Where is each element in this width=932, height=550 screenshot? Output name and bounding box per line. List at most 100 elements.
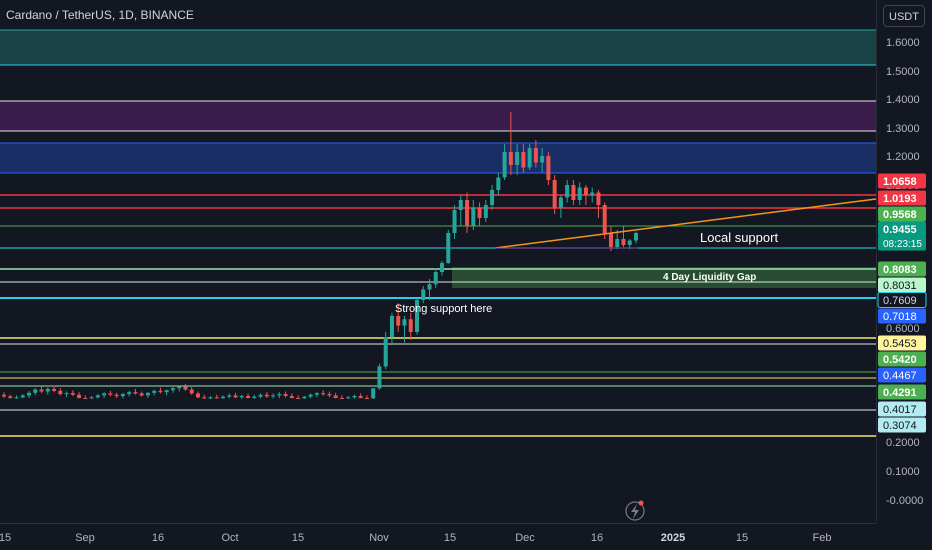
price-tag-bg bbox=[878, 351, 926, 367]
price-tag-label: 0.7018 bbox=[883, 311, 917, 323]
candle-body bbox=[283, 394, 288, 397]
price-tag-bg bbox=[878, 190, 926, 206]
horizontal-levels bbox=[0, 194, 876, 437]
candle bbox=[427, 279, 432, 300]
price-tag: 0.9455 bbox=[878, 221, 926, 237]
candle-body bbox=[471, 207, 476, 226]
candle-body bbox=[546, 156, 551, 180]
candle bbox=[39, 386, 44, 394]
candle bbox=[271, 393, 276, 399]
candle bbox=[89, 396, 94, 399]
candle-body bbox=[414, 300, 419, 332]
candle bbox=[471, 200, 476, 230]
candle-body bbox=[540, 156, 545, 163]
candle-body bbox=[114, 394, 119, 397]
trendline-local-support bbox=[494, 198, 877, 249]
candle-body bbox=[70, 393, 75, 395]
candle bbox=[120, 392, 125, 399]
candle bbox=[440, 261, 445, 276]
candle-body bbox=[264, 394, 269, 397]
quote-currency-button[interactable]: USDT bbox=[883, 5, 925, 27]
candle bbox=[108, 390, 113, 397]
candle-body bbox=[396, 316, 401, 326]
candle bbox=[558, 195, 563, 218]
candle bbox=[208, 396, 213, 399]
price-tag-bg bbox=[878, 261, 926, 277]
candle bbox=[540, 148, 545, 173]
candle-body bbox=[615, 239, 620, 247]
candle bbox=[27, 390, 32, 398]
price-tag-label: 0.8031 bbox=[883, 280, 917, 292]
price-tag-bg bbox=[878, 173, 926, 189]
candle-body bbox=[227, 395, 232, 397]
candle-body bbox=[521, 152, 526, 168]
candle-body bbox=[346, 397, 351, 399]
price-tag: 0.4467 bbox=[878, 367, 926, 383]
candle-body bbox=[164, 390, 169, 393]
candle bbox=[377, 363, 382, 390]
candle bbox=[2, 392, 6, 399]
candle bbox=[546, 152, 551, 185]
price-tag-bg bbox=[877, 292, 927, 308]
candle-body bbox=[421, 289, 426, 300]
candle bbox=[615, 230, 620, 249]
price-zones bbox=[0, 29, 876, 288]
price-tags: 1.0658 1.0193 0.9568 0.9455 08:23:15 0.8083 0.… bbox=[877, 173, 927, 433]
candle bbox=[590, 187, 595, 203]
candle-body bbox=[440, 263, 445, 272]
time-tick-label: Dec bbox=[515, 532, 535, 544]
candle bbox=[414, 298, 419, 335]
candle-body bbox=[58, 390, 63, 395]
candle bbox=[158, 387, 163, 394]
price-tick-label: 1.3000 bbox=[886, 123, 920, 135]
candle bbox=[477, 202, 482, 226]
candle bbox=[252, 394, 257, 399]
candle-body bbox=[208, 397, 213, 399]
annotation-strong-support: Strong support here bbox=[395, 303, 492, 315]
candle-body bbox=[83, 398, 88, 399]
candle bbox=[515, 144, 520, 175]
candle bbox=[596, 190, 601, 218]
candle bbox=[227, 393, 232, 399]
candle bbox=[289, 393, 294, 399]
price-tick-label: 1.4000 bbox=[886, 94, 920, 106]
candle bbox=[127, 390, 132, 397]
candle bbox=[327, 391, 332, 398]
candle-body bbox=[120, 394, 125, 397]
candle-body bbox=[14, 397, 19, 399]
price-tag-label: 0.7609 bbox=[883, 295, 917, 307]
candle-body bbox=[477, 207, 482, 218]
candle bbox=[264, 392, 269, 398]
candle bbox=[527, 144, 532, 170]
candle-body bbox=[233, 395, 238, 398]
time-tick-label: 15 bbox=[444, 532, 456, 544]
candle-body bbox=[571, 185, 576, 200]
candles bbox=[2, 112, 638, 399]
candle-body bbox=[177, 386, 182, 389]
price-tag: 0.3074 bbox=[878, 417, 926, 433]
price-tag-label: 0.4017 bbox=[883, 404, 917, 416]
candle-body bbox=[565, 185, 570, 198]
candle-body bbox=[339, 398, 344, 399]
lightning-icon bbox=[631, 504, 639, 519]
candle bbox=[139, 391, 144, 397]
candle bbox=[483, 200, 488, 222]
candle-body bbox=[252, 396, 257, 398]
price-tick-label: -0.0000 bbox=[886, 495, 923, 507]
time-tick-label: Feb bbox=[813, 532, 832, 544]
candle bbox=[233, 392, 238, 399]
candle-body bbox=[77, 394, 82, 398]
time-tick-label: 2025 bbox=[661, 532, 685, 544]
candle bbox=[565, 180, 570, 203]
candle bbox=[145, 392, 150, 398]
candle-body bbox=[239, 396, 244, 398]
candle-body bbox=[483, 205, 488, 218]
candle-body bbox=[271, 395, 276, 397]
candle bbox=[602, 202, 607, 239]
price-tag-bg bbox=[878, 417, 926, 433]
candle-body bbox=[577, 187, 582, 200]
price-tag-bg bbox=[878, 221, 926, 237]
price-tag-label: 0.4467 bbox=[883, 370, 917, 382]
